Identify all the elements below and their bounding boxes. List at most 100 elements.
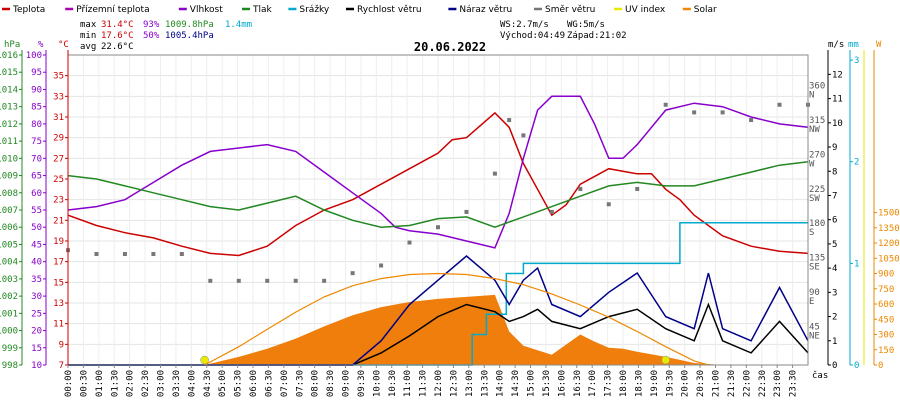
x-tick-label: 09:00	[342, 370, 352, 397]
max-temp: 31.4°C	[101, 20, 134, 30]
solar-tick-label: 750	[878, 285, 894, 295]
x-tick-label: 15:30	[542, 370, 552, 397]
humidity-tick-label: 40	[31, 258, 42, 268]
direction-tick-dir: E	[809, 297, 814, 307]
humidity-tick-label: 20	[31, 327, 42, 337]
avg-temp: 22.6°C	[101, 42, 134, 52]
x-tick-label: 06:30	[264, 370, 274, 397]
x-tick-label: 01:00	[95, 370, 105, 397]
wind-tick-label: 3	[832, 288, 837, 298]
humidity-tick-label: 80	[31, 120, 42, 130]
pressure-tick-label: 1008	[0, 189, 18, 199]
legend-label-9: Solar	[694, 5, 717, 15]
direction-tick-dir: NE	[809, 332, 820, 342]
wind-gust-stat: WG:5m/s	[567, 20, 605, 30]
x-tick-label: 12:00	[434, 370, 444, 397]
direction-tick-dir: N	[809, 90, 814, 100]
direction-point	[606, 202, 611, 207]
wind-unit: m/s	[828, 40, 844, 50]
solar-unit: W	[876, 40, 882, 50]
direction-point	[350, 271, 355, 276]
humidity-tick-label: 95	[31, 68, 42, 78]
sunset-stat: Západ:21:02	[567, 31, 627, 41]
min-label: min	[80, 31, 96, 41]
wind-tick-label: 5	[832, 240, 837, 250]
x-tick-label: 21:30	[727, 370, 737, 397]
rain-tick-label: 0	[854, 361, 859, 371]
rain-tick-label: 3	[854, 56, 859, 66]
x-tick-label: 07:00	[280, 370, 290, 397]
x-tick-label: 17:30	[604, 370, 614, 397]
wind-tick-label: 2	[832, 313, 837, 323]
direction-point	[94, 252, 99, 257]
wind-tick-label: 0	[832, 361, 837, 371]
x-tick-label: 19:30	[665, 370, 675, 397]
x-tick-label: 10:30	[388, 370, 398, 397]
wind-tick-label: 10	[832, 119, 843, 129]
legend-label-2: Vlhkost	[190, 5, 223, 15]
humidity-tick-label: 60	[31, 189, 42, 199]
x-tick-label: 16:00	[557, 370, 567, 397]
direction-tick-label: 360	[809, 81, 825, 91]
chart-axes: 9989991000100110021003100410051006100710…	[0, 50, 900, 397]
pressure-tick-label: 1000	[0, 327, 18, 337]
x-tick-label: 17:00	[588, 370, 598, 397]
solar-tick-label: 0	[878, 361, 883, 371]
direction-point	[436, 225, 440, 230]
temperature-tick-label: 21	[53, 216, 64, 226]
temperature-tick-label: 9	[59, 340, 64, 350]
direction-point	[208, 278, 213, 283]
pressure-tick-label: 1009	[0, 172, 18, 182]
direction-point	[464, 209, 469, 214]
direction-tick-label: 180	[809, 219, 825, 229]
wind-tick-label: 6	[832, 216, 837, 226]
x-tick-label: 23:30	[789, 370, 799, 397]
chart-legend: Teplota Přízemní teplota Vlhkost Tlak Srážky…	[2, 5, 717, 15]
pressure-tick-label: 999	[2, 344, 18, 354]
chart-title: 20.06.2022	[414, 40, 486, 54]
direction-tick-dir: S	[809, 228, 814, 238]
x-tick-label: 13:00	[465, 370, 475, 397]
direction-point	[578, 186, 583, 191]
humidity-tick-label: 15	[31, 344, 42, 354]
x-tick-label: 11:00	[403, 370, 413, 397]
direction-tick-dir: NW	[809, 125, 820, 135]
temperature-tick-label: 19	[53, 237, 64, 247]
rain-unit: mm	[848, 40, 859, 50]
direction-point	[692, 110, 697, 115]
legend-label-8: UV index	[625, 5, 666, 15]
legend-label-1: Přízemní teplota	[76, 5, 149, 15]
humidity-tick-label: 100	[26, 51, 42, 61]
solar-tick-label: 1200	[878, 239, 900, 249]
series-line-1	[67, 95, 809, 249]
direction-point	[720, 110, 725, 115]
x-tick-label: 18:30	[634, 370, 644, 397]
solar-area-mark	[68, 294, 808, 365]
temperature-unit: °C	[58, 40, 69, 50]
x-tick-label: 14:00	[496, 370, 506, 397]
axis-unit-labels: hPa % °C m/s mm W čas	[4, 40, 882, 381]
direction-point	[265, 278, 270, 283]
sunrise-stat: Východ:04:49	[500, 31, 565, 41]
pressure-tick-label: 1005	[0, 240, 18, 250]
direction-tick-label: 270	[809, 150, 825, 160]
solar-area	[68, 294, 808, 365]
x-tick-label: 05:00	[218, 370, 228, 397]
humidity-tick-label: 30	[31, 292, 42, 302]
humidity-tick-label: 90	[31, 85, 42, 95]
direction-point	[379, 263, 384, 268]
solar-tick-label: 600	[878, 300, 894, 310]
min-temp: 17.6°C	[101, 31, 134, 41]
temperature-tick-label: 11	[53, 320, 64, 330]
wind-tick-label: 9	[832, 143, 837, 153]
x-tick-label: 04:00	[187, 370, 197, 397]
direction-point	[293, 278, 298, 283]
x-tick-label: 14:30	[511, 370, 521, 397]
chart-series	[66, 95, 810, 366]
humidity-tick-label: 25	[31, 309, 42, 319]
direction-tick-dir: SE	[809, 263, 820, 273]
